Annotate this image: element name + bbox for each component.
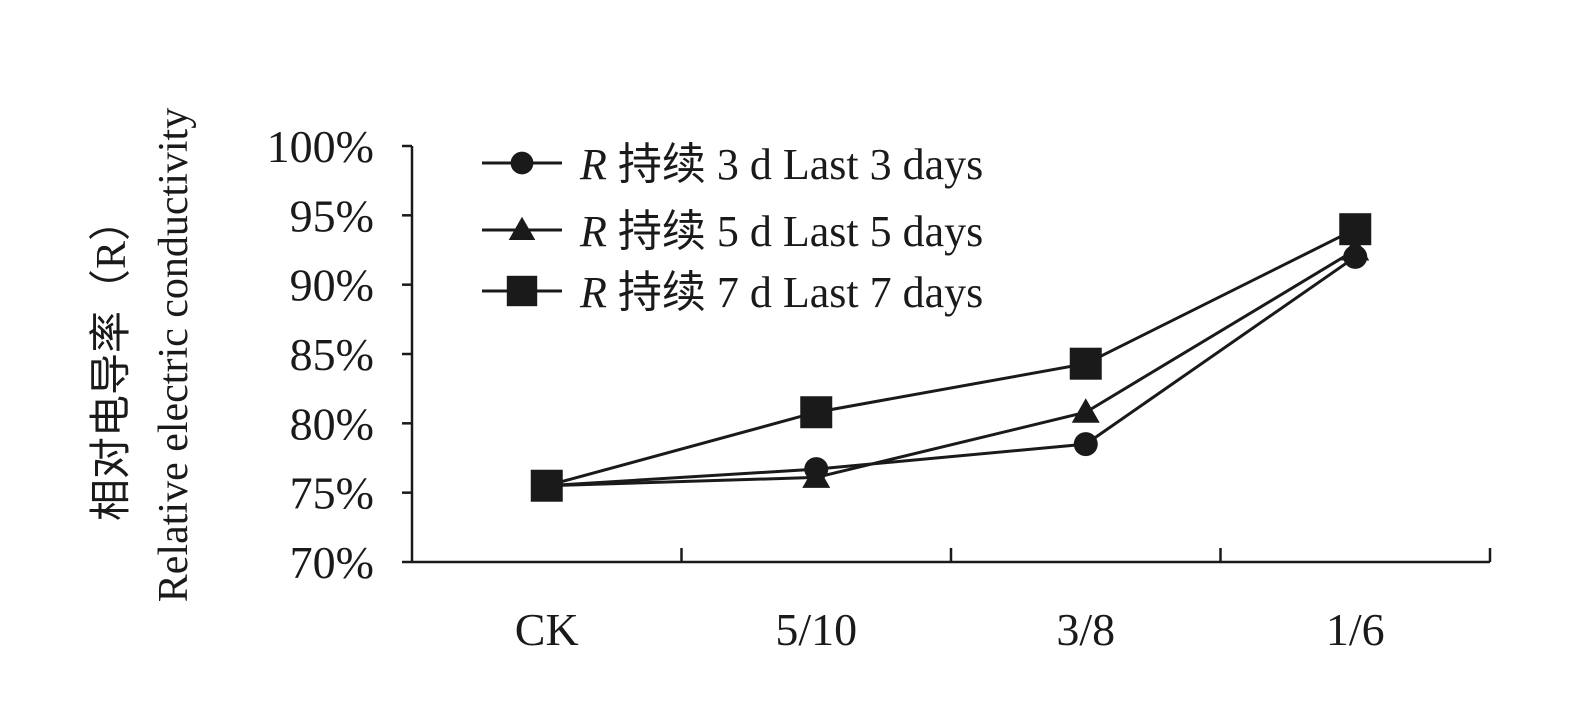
y-tick-label: 75% (290, 468, 374, 519)
series-group (530, 213, 1372, 502)
legend: R 持续 3 d Last 3 days R 持续 5 d Last 5 days… (482, 140, 983, 317)
series-3-line (546, 227, 1356, 488)
series-1-line (546, 255, 1357, 488)
y-axis-label-en: Relative electric conductivity (151, 108, 197, 602)
legend-swatch-marker (506, 275, 538, 307)
legend-label: R 持续 3 d Last 3 days (579, 140, 983, 189)
x-tick-label: 5/10 (775, 604, 857, 655)
y-axis-label-group: 相对电导率（R） Relative electric conductivity (88, 108, 197, 602)
x-tick-label: CK (515, 604, 579, 655)
y-tick-label: 90% (290, 260, 374, 311)
y-tick-label: 85% (290, 329, 374, 380)
legend-swatch-marker (510, 151, 534, 175)
legend-label: R 持续 7 d Last 7 days (579, 268, 983, 317)
series-2-line (546, 248, 1357, 488)
series-3-point (1339, 213, 1372, 246)
series-3-point (1069, 347, 1102, 380)
y-tick-label: 70% (290, 537, 374, 588)
legend-swatch-marker (508, 216, 536, 240)
y-tick-label: 95% (290, 190, 374, 241)
y-axis-label-cn: 相对电导率（R） (88, 199, 135, 521)
x-tick-label: 1/6 (1326, 604, 1385, 655)
y-ticks: 70% 75% 80% 85% 90% 95% 100% (267, 121, 412, 588)
series-2-point (1341, 236, 1370, 261)
series-2-point (1071, 398, 1100, 423)
y-tick-label: 100% (267, 121, 374, 172)
x-tick-label: 3/8 (1056, 604, 1115, 655)
x-ticks: CK 5/10 3/8 1/6 (515, 548, 1492, 655)
series-3-point (800, 396, 833, 429)
y-tick-label: 80% (290, 398, 374, 449)
series-1-point (1073, 432, 1098, 457)
series-2-point (802, 463, 831, 488)
legend-label: R 持续 5 d Last 5 days (579, 207, 983, 256)
series-3-point (530, 469, 563, 502)
